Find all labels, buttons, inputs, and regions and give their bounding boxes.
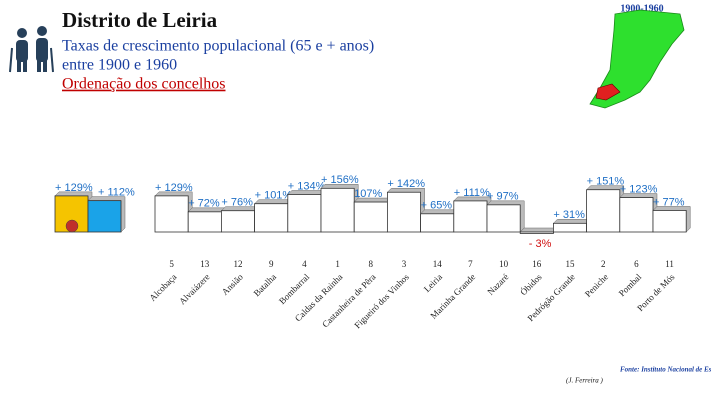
rank-label: 3 xyxy=(402,259,407,269)
x-tick-label: Ansião xyxy=(220,271,245,296)
bar xyxy=(519,231,554,234)
bar xyxy=(254,203,289,233)
value-label: + 129% xyxy=(155,182,193,194)
bar xyxy=(320,187,355,233)
bar xyxy=(553,222,588,233)
elderly-icon xyxy=(9,26,54,73)
rank-label: 9 xyxy=(269,259,274,269)
rank-label: 7 xyxy=(468,259,473,269)
map xyxy=(589,9,685,109)
flag-emblem xyxy=(65,219,79,233)
rank-label: 1 xyxy=(335,259,340,269)
rank-label: 5 xyxy=(169,259,174,269)
bar xyxy=(386,191,421,233)
value-label: + 31% xyxy=(553,209,585,221)
rank-label: 16 xyxy=(532,259,542,269)
x-tick-label: Peniche xyxy=(583,272,610,299)
x-tick-label: Alcobaça xyxy=(147,272,178,303)
x-tick-label: Óbidos xyxy=(518,271,544,297)
author: (J. Ferreira ) xyxy=(566,377,604,385)
subtitle: Taxas de crescimento populacional (65 e … xyxy=(62,38,374,55)
value-label: + 123% xyxy=(620,183,658,195)
value-label: + 134% xyxy=(288,180,326,192)
bar xyxy=(353,201,388,233)
bar xyxy=(187,211,222,233)
x-tick-label: Pombal xyxy=(617,271,644,298)
rank-label: 11 xyxy=(665,259,674,269)
bar xyxy=(220,210,255,233)
rank-label: 10 xyxy=(499,259,509,269)
rank-label: 4 xyxy=(302,259,307,269)
value-label: 107% xyxy=(354,188,382,200)
rank-label: 12 xyxy=(234,259,243,269)
value-label: - 3% xyxy=(529,238,552,250)
x-tick-label: Bombarral xyxy=(277,271,312,306)
value-label: + 65% xyxy=(421,200,453,212)
rank-label: 2 xyxy=(601,259,606,269)
bar xyxy=(619,197,654,233)
value-label: + 112% xyxy=(98,187,135,199)
value-label: + 101% xyxy=(255,190,293,202)
value-label: + 77% xyxy=(653,196,685,208)
value-label: + 129% xyxy=(55,182,93,194)
x-tick-label: Batalha xyxy=(252,272,279,299)
bar xyxy=(154,195,189,233)
value-label: + 142% xyxy=(387,178,425,190)
x-tick-label: Leiria xyxy=(422,272,444,294)
title: Distrito de Leiria xyxy=(62,8,218,32)
bar xyxy=(87,200,122,233)
value-label: + 76% xyxy=(221,197,253,209)
x-tick-label: Alvaiázere xyxy=(177,272,212,307)
map-label: 1900-1960 xyxy=(620,3,663,14)
value-label: + 151% xyxy=(587,176,625,188)
bar xyxy=(287,194,322,233)
rank-label: 15 xyxy=(566,259,576,269)
bar xyxy=(586,189,621,233)
value-label: + 156% xyxy=(321,174,359,186)
bar xyxy=(420,213,455,233)
rank-label: 13 xyxy=(200,259,210,269)
source: Fonte: Instituto Nacional de Estatística xyxy=(620,366,711,374)
subtitle: entre 1900 e 1960 xyxy=(62,57,177,74)
bar xyxy=(453,200,488,233)
bar xyxy=(652,210,687,233)
rank-label: 8 xyxy=(369,259,374,269)
value-label: + 97% xyxy=(487,191,519,203)
x-tick-label: Nazaré xyxy=(485,272,510,297)
value-label: + 111% xyxy=(454,187,490,199)
heading: Ordenação dos concelhos xyxy=(62,76,226,93)
rank-label: 14 xyxy=(433,259,443,269)
value-label: + 72% xyxy=(188,198,220,210)
rank-label: 6 xyxy=(634,259,639,269)
bar xyxy=(486,204,521,233)
